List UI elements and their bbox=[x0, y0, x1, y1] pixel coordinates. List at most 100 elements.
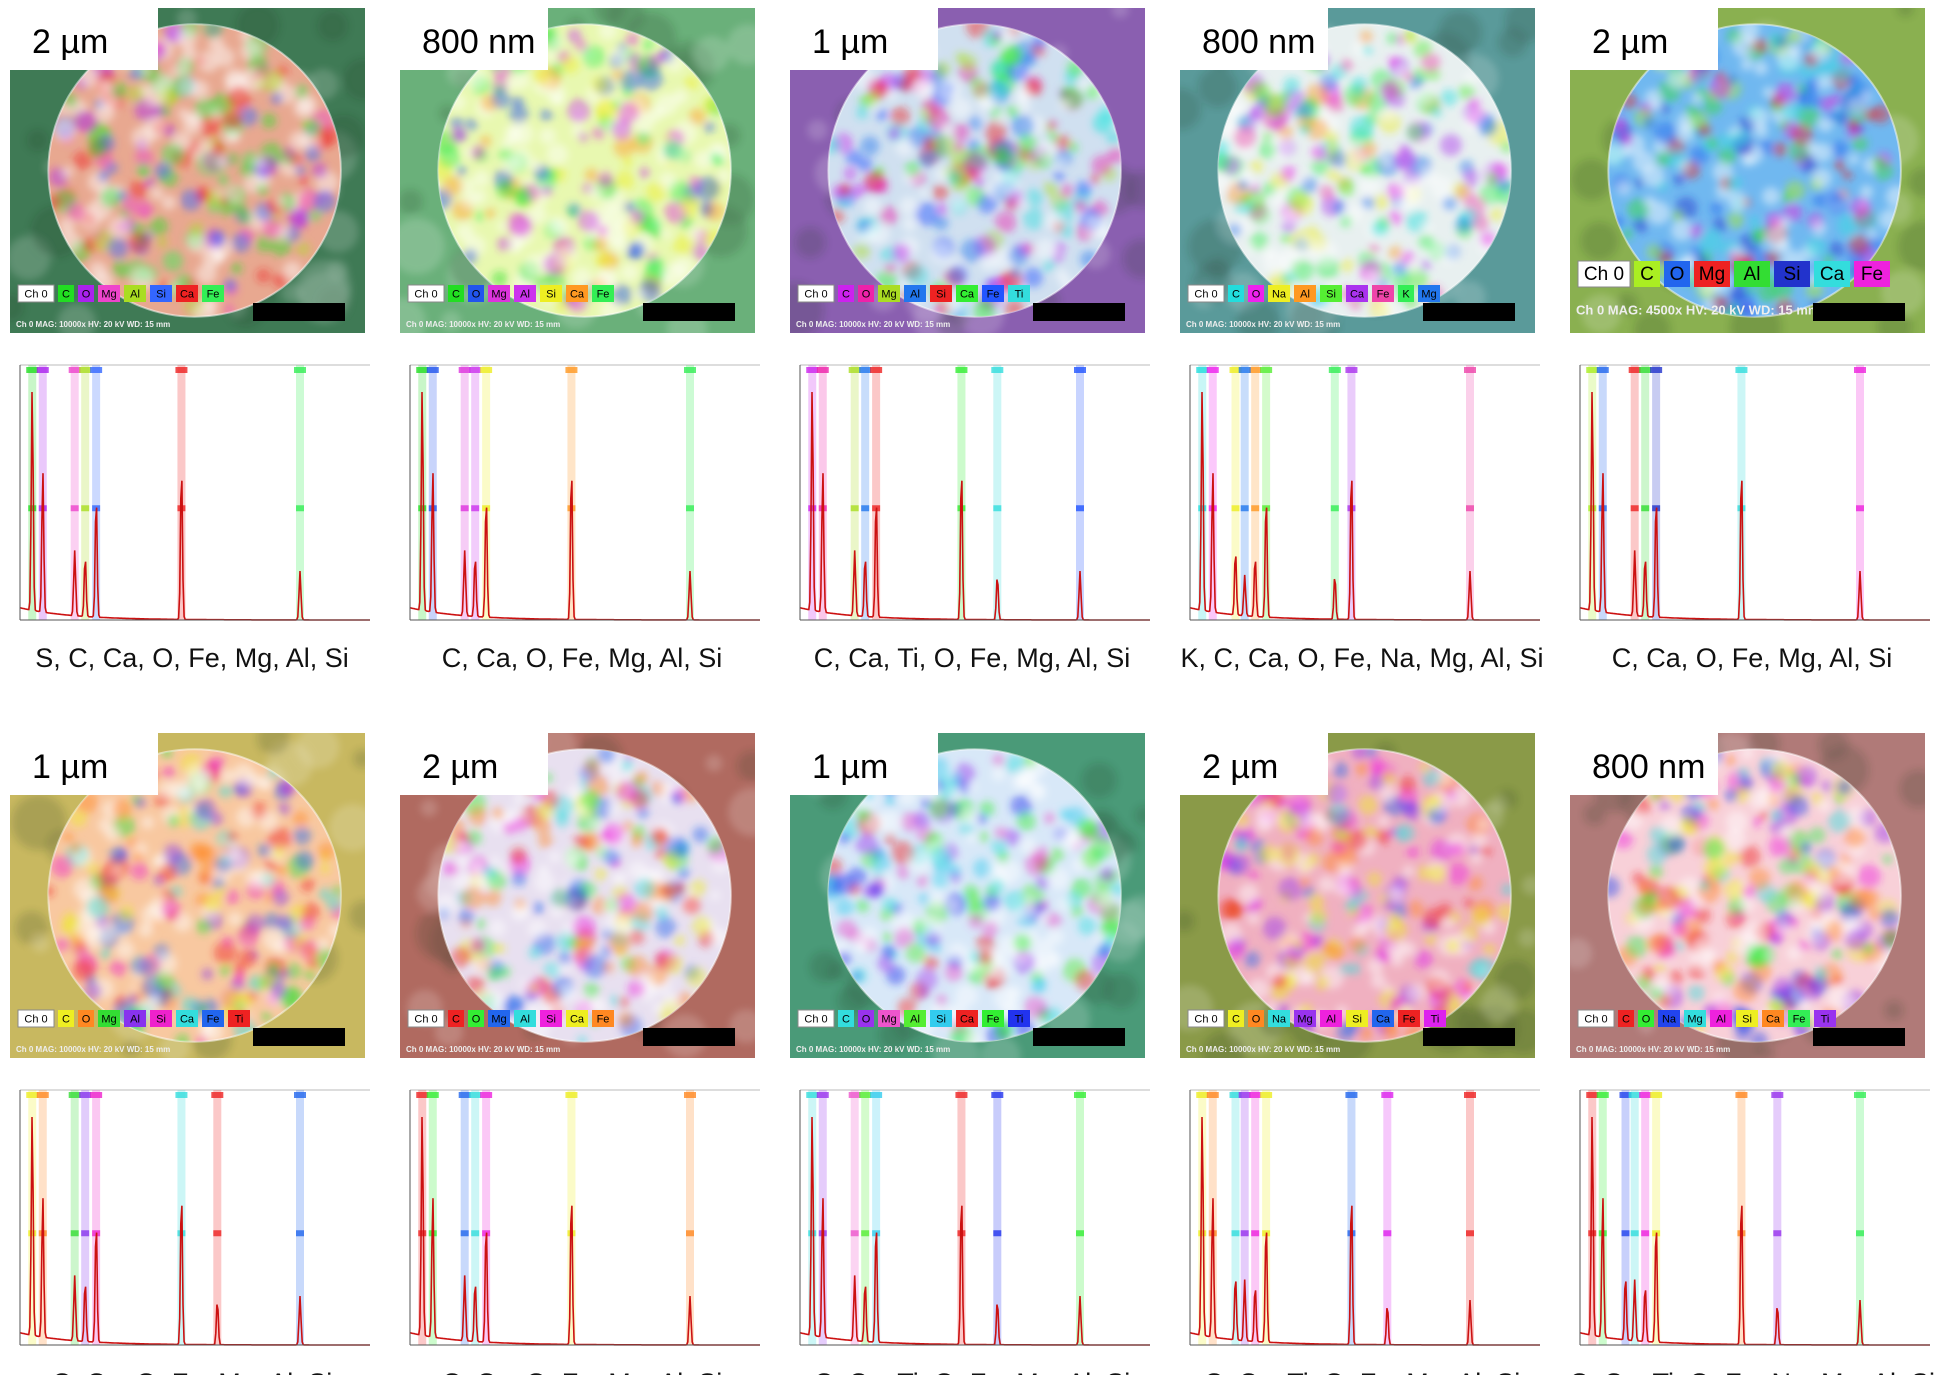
texture-blob bbox=[1691, 895, 1704, 908]
texture-blob bbox=[1403, 802, 1423, 821]
element-label: C bbox=[452, 1013, 460, 1025]
texture-blob bbox=[1306, 852, 1320, 867]
texture-blob bbox=[50, 854, 74, 878]
caption: C, Ca, O, Fe, Mg, Al, Si bbox=[1612, 643, 1893, 673]
element-band bbox=[1641, 365, 1650, 620]
band-tag bbox=[565, 367, 578, 373]
texture-blob bbox=[851, 183, 866, 199]
texture-blob bbox=[1022, 267, 1043, 288]
band-tag bbox=[870, 1092, 883, 1098]
texture-blob bbox=[194, 97, 216, 120]
texture-blob bbox=[1808, 826, 1826, 844]
texture-blob bbox=[1370, 973, 1386, 989]
texture-blob bbox=[554, 812, 570, 828]
element-chip bbox=[124, 285, 146, 302]
texture-blob bbox=[1032, 846, 1050, 864]
band-tag bbox=[68, 367, 81, 373]
texture-blob bbox=[1218, 898, 1241, 921]
texture-blob bbox=[612, 69, 624, 81]
band-tag bbox=[1238, 1092, 1251, 1098]
element-chip bbox=[1638, 1010, 1654, 1027]
texture-blob bbox=[1261, 245, 1275, 259]
band-tag bbox=[1464, 367, 1476, 373]
texture-blob bbox=[1849, 196, 1871, 219]
texture-blob bbox=[1666, 69, 1687, 89]
caption: C, Ca, O, Fe, Mg, Al, Si bbox=[52, 1368, 333, 1375]
texture-blob bbox=[1749, 790, 1770, 811]
texture-blob bbox=[611, 874, 623, 886]
texture-blob bbox=[461, 178, 475, 193]
texture-blob bbox=[1047, 119, 1058, 130]
element-band bbox=[1251, 365, 1260, 620]
texture-blob bbox=[1236, 114, 1251, 130]
element-chip bbox=[956, 1010, 978, 1027]
element-chip bbox=[1372, 1010, 1394, 1027]
element-label: Ca bbox=[1766, 1013, 1781, 1025]
texture-blob bbox=[538, 864, 550, 876]
element-label: Fe bbox=[1377, 288, 1390, 300]
texture-blob bbox=[1059, 184, 1074, 199]
texture-blob bbox=[1280, 165, 1297, 182]
texture-blob bbox=[1642, 116, 1656, 130]
band-tag bbox=[684, 1092, 696, 1098]
texture-blob bbox=[1081, 762, 1117, 799]
texture-blob bbox=[420, 799, 438, 817]
texture-blob bbox=[1351, 749, 1368, 760]
texture-blob bbox=[1314, 975, 1330, 991]
texture-blob bbox=[1758, 809, 1769, 821]
band-tag bbox=[1229, 1092, 1242, 1098]
channel-chip bbox=[1187, 1009, 1225, 1028]
texture-blob bbox=[560, 985, 575, 1001]
texture-blob bbox=[617, 102, 639, 124]
texture-blob bbox=[1329, 149, 1347, 168]
texture-blob bbox=[1280, 232, 1293, 245]
band-tag bbox=[1639, 367, 1652, 373]
texture-blob bbox=[1386, 32, 1399, 45]
band-tag bbox=[1771, 1092, 1784, 1098]
element-chip bbox=[1734, 261, 1770, 287]
texture-blob bbox=[632, 770, 649, 787]
texture-blob bbox=[216, 155, 228, 168]
texture-blob bbox=[182, 114, 202, 135]
band-tag bbox=[1074, 367, 1086, 373]
texture-blob bbox=[62, 831, 74, 843]
texture-blob bbox=[1703, 95, 1723, 116]
texture-blob bbox=[853, 242, 871, 260]
texture-blob bbox=[1430, 838, 1454, 863]
texture-blob bbox=[662, 852, 679, 870]
texture-blob bbox=[1658, 102, 1670, 114]
texture-blob bbox=[590, 817, 603, 830]
texture-blob bbox=[1667, 834, 1686, 853]
texture-blob bbox=[1668, 970, 1684, 985]
particle-texture bbox=[1608, 24, 1901, 317]
texture-blob bbox=[890, 841, 915, 866]
texture-blob bbox=[682, 896, 701, 915]
texture-blob bbox=[1632, 217, 1649, 233]
texture-blob bbox=[1421, 222, 1433, 233]
element-band bbox=[850, 1090, 859, 1345]
element-band bbox=[1383, 1090, 1392, 1345]
element-band bbox=[1630, 365, 1639, 620]
texture-blob bbox=[1884, 1000, 1904, 1021]
texture-blob bbox=[1692, 70, 1708, 86]
texture-blob bbox=[982, 920, 999, 937]
texture-blob bbox=[923, 955, 939, 971]
texture-blob bbox=[1007, 245, 1029, 266]
texture-blob bbox=[1263, 131, 1274, 142]
map-footer: Ch 0 MAG: 10000x HV: 20 kV WD: 15 mm bbox=[406, 1045, 560, 1054]
texture-blob bbox=[961, 809, 978, 826]
scale-bar bbox=[1813, 303, 1905, 321]
texture-blob bbox=[1801, 156, 1819, 175]
texture-blob bbox=[1750, 1031, 1768, 1042]
texture-blob bbox=[1731, 129, 1749, 148]
texture-blob bbox=[1845, 928, 1868, 951]
texture-blob bbox=[1846, 806, 1866, 826]
texture-blob bbox=[1003, 890, 1026, 912]
element-label: Mg bbox=[881, 288, 896, 300]
texture-blob bbox=[1784, 915, 1799, 929]
caption: S, C, Ca, O, Fe, Mg, Al, Si bbox=[35, 643, 349, 673]
texture-blob bbox=[597, 225, 608, 236]
texture-blob bbox=[526, 204, 547, 225]
texture-blob bbox=[845, 149, 862, 166]
texture-blob bbox=[1407, 983, 1425, 1002]
